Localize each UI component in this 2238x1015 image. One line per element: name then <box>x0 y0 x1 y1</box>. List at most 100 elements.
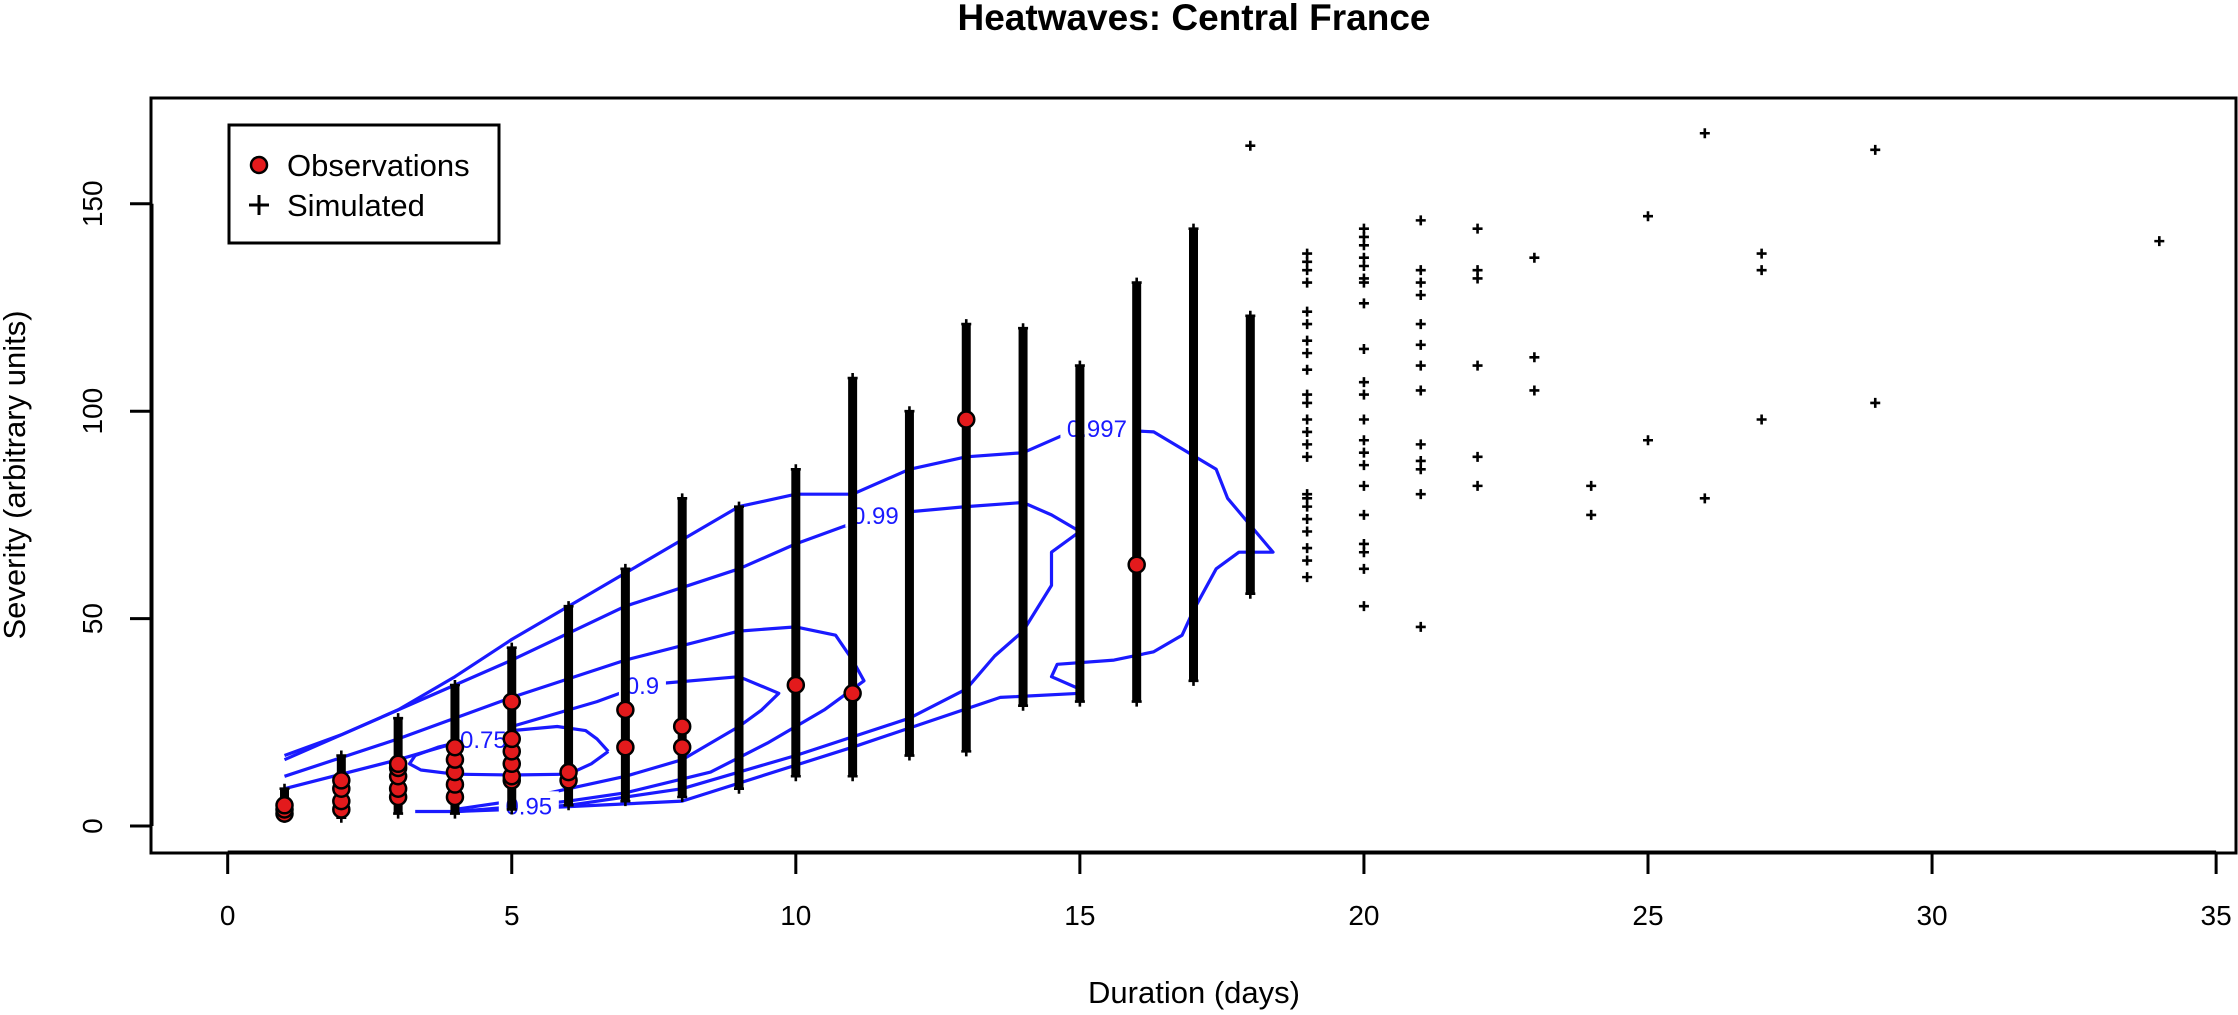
simulated-point <box>1358 343 1369 354</box>
simulated-point <box>1586 509 1597 520</box>
legend-simulated-label: Simulated <box>287 188 425 223</box>
x-tick-label: 15 <box>1064 900 1095 931</box>
simulated-point <box>1358 563 1369 574</box>
observation-point <box>616 700 635 720</box>
simulated-point <box>620 796 631 807</box>
contour-lines: 0.750.90.950.990.997 <box>283 413 1275 820</box>
x-axis-label: Duration (days) <box>1088 975 1300 1010</box>
simulated-point <box>1302 306 1313 317</box>
legend-simulated-marker <box>249 195 269 215</box>
x-tick-label: 0 <box>220 900 236 931</box>
chart-title: Heatwaves: Central France <box>958 0 1431 38</box>
simulated-point <box>1302 389 1313 400</box>
simulated-point <box>1415 385 1426 396</box>
observation-point <box>957 410 976 429</box>
simulated-point <box>1472 265 1483 276</box>
simulated-point <box>449 679 460 690</box>
observation-point <box>332 771 351 790</box>
simulated-point <box>1358 538 1369 549</box>
simulated-point <box>1358 389 1369 400</box>
simulated-point <box>1358 601 1369 612</box>
x-tick-label: 30 <box>1916 900 1947 931</box>
simulated-point <box>1472 480 1483 491</box>
legend-observations-marker <box>249 155 269 175</box>
observation-point <box>672 737 692 757</box>
simulated-point <box>1358 447 1369 458</box>
simulated-point <box>1870 397 1881 408</box>
x-tick-label: 5 <box>504 900 520 931</box>
simulated-point <box>1699 128 1710 139</box>
legend-observations-label: Observations <box>287 148 470 183</box>
observation-point <box>786 675 806 695</box>
simulated-point <box>961 319 972 330</box>
simulated-point <box>677 791 688 802</box>
observation-point <box>843 684 862 703</box>
simulated-point <box>1472 223 1483 234</box>
simulated-point <box>506 804 517 815</box>
simulated-point <box>1643 211 1653 222</box>
simulated-point <box>1643 435 1653 446</box>
observation-point <box>388 754 408 774</box>
simulated-point <box>734 501 745 512</box>
simulated-point <box>449 808 460 819</box>
observation-point <box>672 717 692 736</box>
simulated-point <box>734 783 745 794</box>
simulated-point <box>1302 335 1313 346</box>
simulated-point <box>1756 414 1767 425</box>
simulated-point <box>1358 298 1369 309</box>
simulated-point <box>1586 480 1597 491</box>
simulated-point <box>1415 215 1426 226</box>
contour-label: 0.99 <box>852 503 899 530</box>
simulated-point <box>1529 385 1540 396</box>
simulated-point <box>1302 439 1313 450</box>
simulated-point <box>961 746 972 757</box>
y-tick-label: 0 <box>77 818 108 834</box>
simulated-point <box>1302 277 1313 288</box>
simulated-point <box>563 601 574 612</box>
contour-line <box>283 426 1275 814</box>
simulated-point <box>1188 223 1199 234</box>
simulated-point <box>677 493 688 504</box>
simulated-point <box>1415 455 1426 466</box>
x-tick-label: 20 <box>1348 900 1379 931</box>
simulated-point <box>1302 348 1313 359</box>
simulated-point <box>904 750 915 761</box>
simulated-point <box>1302 451 1313 462</box>
y-tick-label: 150 <box>77 180 108 227</box>
simulated-point <box>1415 265 1426 276</box>
simulated-point <box>1529 252 1540 263</box>
simulated-point <box>1302 514 1313 525</box>
simulated-point <box>1415 489 1426 500</box>
simulated-point <box>1018 323 1029 334</box>
simulated-point <box>1245 588 1256 599</box>
simulated-point <box>1756 265 1767 276</box>
simulated-point <box>1358 377 1369 388</box>
simulated-point <box>393 808 404 819</box>
simulated-point <box>1415 290 1426 301</box>
legend: Observations Simulated <box>227 123 501 245</box>
simulated-point <box>1302 248 1313 259</box>
simulated-point <box>2154 236 2165 247</box>
simulated-point <box>279 783 290 794</box>
simulated-point <box>1245 140 1256 151</box>
observation-point <box>275 796 294 815</box>
simulated-point <box>1358 414 1369 425</box>
simulated-point <box>1131 696 1142 707</box>
observation-points <box>275 410 1146 823</box>
simulated-point <box>1699 493 1710 504</box>
legend-box <box>227 123 501 245</box>
x-tick-label: 10 <box>780 900 811 931</box>
simulated-point <box>847 771 858 782</box>
simulated-point <box>393 713 404 724</box>
simulated-point <box>1302 426 1313 437</box>
simulated-point <box>790 771 801 782</box>
simulated-point <box>620 563 631 574</box>
observation-point <box>445 737 465 757</box>
simulated-point <box>1415 277 1426 288</box>
simulated-point <box>1358 509 1369 520</box>
contour-label: 0.9 <box>626 673 659 700</box>
x-axis: 0 5 10 15 20 25 30 35 <box>220 850 2232 931</box>
simulated-points <box>279 128 2165 823</box>
contour-label-bg <box>1060 413 1134 440</box>
simulated-point <box>1302 319 1313 330</box>
